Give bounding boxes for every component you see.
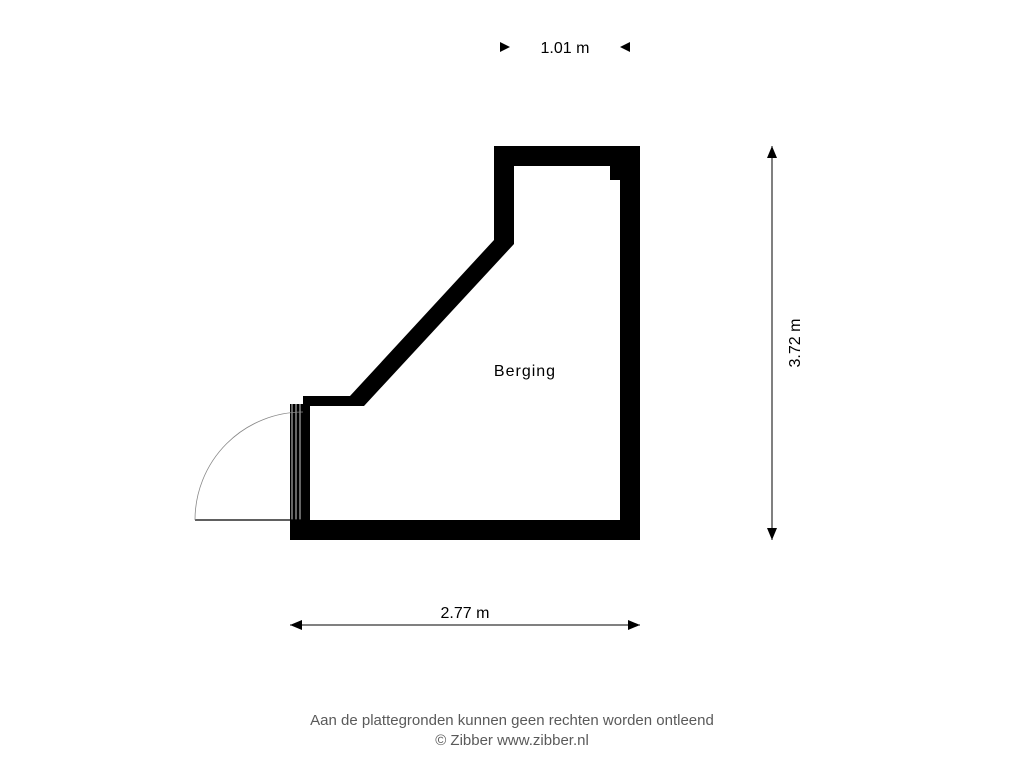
dimension-top: 1.01 m (500, 40, 630, 57)
footer-line-1: Aan de plattegronden kunnen geen rechten… (310, 712, 714, 729)
dim-right-label: 3.72 m (787, 319, 804, 368)
wall-detail-notch (610, 166, 620, 180)
floorplan-walls (290, 146, 640, 540)
door-swing-arc (195, 412, 303, 520)
wall-interior (310, 166, 620, 520)
dim-top-label: 1.01 m (541, 40, 590, 57)
door (195, 404, 303, 520)
dim-bottom-arrow-left (290, 620, 302, 630)
footer-line-2: © Zibber www.zibber.nl (435, 732, 589, 749)
dim-top-arrow-left (500, 42, 510, 52)
dim-bottom-arrow-right (628, 620, 640, 630)
dim-right-arrow-bottom (767, 528, 777, 540)
dim-bottom-label: 2.77 m (441, 605, 490, 622)
room-label: Berging (494, 363, 556, 380)
dim-right-arrow-top (767, 146, 777, 158)
dimension-bottom: 2.77 m (290, 605, 640, 630)
dim-top-arrow-right (620, 42, 630, 52)
dimension-right: 3.72 m (767, 146, 804, 540)
